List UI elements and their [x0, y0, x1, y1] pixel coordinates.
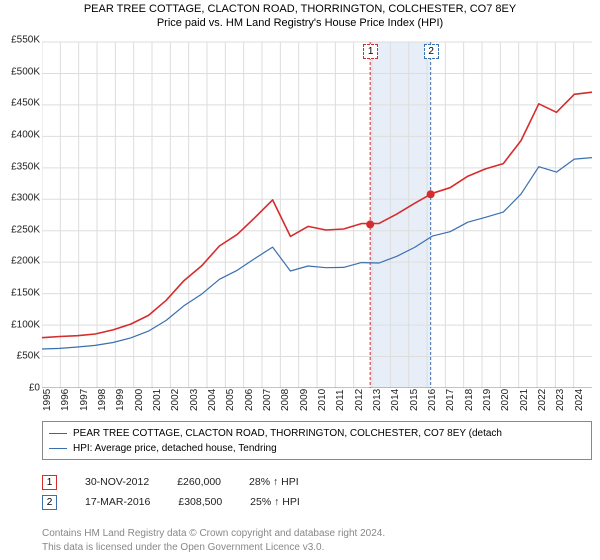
title-line-1: PEAR TREE COTTAGE, CLACTON ROAD, THORRIN…	[0, 2, 600, 16]
x-axis-label: 2019	[482, 389, 493, 411]
y-axis-label: £300K	[0, 193, 42, 204]
x-axis-label: 2012	[354, 389, 365, 411]
x-axis-label: 2024	[574, 389, 585, 411]
legend-swatch-property	[49, 433, 67, 435]
y-axis-label: £50K	[0, 351, 42, 362]
sales-block: 1 30-NOV-2012 £260,000 28% ↑ HPI 2 17-MA…	[42, 472, 592, 512]
title-line-2: Price paid vs. HM Land Registry's House …	[0, 16, 600, 30]
x-axis-label: 1999	[115, 389, 126, 411]
x-axis-label: 2014	[390, 389, 401, 411]
chart-container: PEAR TREE COTTAGE, CLACTON ROAD, THORRIN…	[0, 0, 600, 560]
x-axis-label: 2023	[555, 389, 566, 411]
y-axis-label: £0	[0, 383, 42, 394]
y-axis-label: £250K	[0, 224, 42, 235]
x-axis-label: 2017	[445, 389, 456, 411]
sale-marker-1: 1	[42, 475, 57, 490]
legend-row-property: PEAR TREE COTTAGE, CLACTON ROAD, THORRIN…	[49, 426, 585, 441]
x-axis-label: 2022	[537, 389, 548, 411]
x-axis-label: 1998	[97, 389, 108, 411]
sale-price-1: £260,000	[177, 476, 221, 488]
chart-area	[42, 40, 592, 388]
y-axis-label: £100K	[0, 319, 42, 330]
x-axis-label: 1996	[60, 389, 71, 411]
y-axis-label: £150K	[0, 288, 42, 299]
chart-marker-1: 1	[363, 44, 378, 59]
y-axis-label: £400K	[0, 129, 42, 140]
sale-row-2: 2 17-MAR-2016 £308,500 25% ↑ HPI	[42, 492, 592, 512]
x-axis-label: 2011	[335, 389, 346, 411]
footer-line-1: Contains HM Land Registry data © Crown c…	[42, 527, 592, 541]
x-axis-label: 2002	[170, 389, 181, 411]
y-axis-label: £350K	[0, 161, 42, 172]
legend-label-property: PEAR TREE COTTAGE, CLACTON ROAD, THORRIN…	[73, 426, 502, 441]
x-axis-label: 2015	[409, 389, 420, 411]
sale-row-1: 1 30-NOV-2012 £260,000 28% ↑ HPI	[42, 472, 592, 492]
chart-marker-2: 2	[424, 44, 439, 59]
x-axis-label: 2020	[500, 389, 511, 411]
y-axis-label: £550K	[0, 35, 42, 46]
footer-line-2: This data is licensed under the Open Gov…	[42, 541, 592, 555]
x-axis-label: 2005	[225, 389, 236, 411]
legend: PEAR TREE COTTAGE, CLACTON ROAD, THORRIN…	[42, 421, 592, 460]
x-axis-label: 2021	[519, 389, 530, 411]
line-chart	[42, 40, 592, 388]
x-axis-label: 2010	[317, 389, 328, 411]
y-axis-label: £500K	[0, 66, 42, 77]
sale-marker-2: 2	[42, 495, 57, 510]
x-axis-label: 2008	[280, 389, 291, 411]
sale-pct-2: 25% ↑ HPI	[250, 496, 300, 508]
x-axis-label: 1997	[79, 389, 90, 411]
x-axis-label: 2006	[244, 389, 255, 411]
legend-row-hpi: HPI: Average price, detached house, Tend…	[49, 441, 585, 456]
y-axis-label: £200K	[0, 256, 42, 267]
x-axis-label: 2016	[427, 389, 438, 411]
legend-swatch-hpi	[49, 448, 67, 449]
x-axis-label: 1995	[42, 389, 53, 411]
x-axis-label: 2013	[372, 389, 383, 411]
sale-date-2: 17-MAR-2016	[85, 496, 150, 508]
y-axis-label: £450K	[0, 98, 42, 109]
sale-pct-1: 28% ↑ HPI	[249, 476, 299, 488]
x-axis-label: 2001	[152, 389, 163, 411]
x-axis-label: 2004	[207, 389, 218, 411]
x-axis-label: 2003	[189, 389, 200, 411]
x-axis-label: 2018	[464, 389, 475, 411]
sale-date-1: 30-NOV-2012	[85, 476, 149, 488]
x-axis-label: 2000	[134, 389, 145, 411]
footer: Contains HM Land Registry data © Crown c…	[42, 527, 592, 554]
x-axis-label: 2007	[262, 389, 273, 411]
legend-label-hpi: HPI: Average price, detached house, Tend…	[73, 441, 277, 456]
x-axis-label: 2009	[299, 389, 310, 411]
sale-price-2: £308,500	[178, 496, 222, 508]
